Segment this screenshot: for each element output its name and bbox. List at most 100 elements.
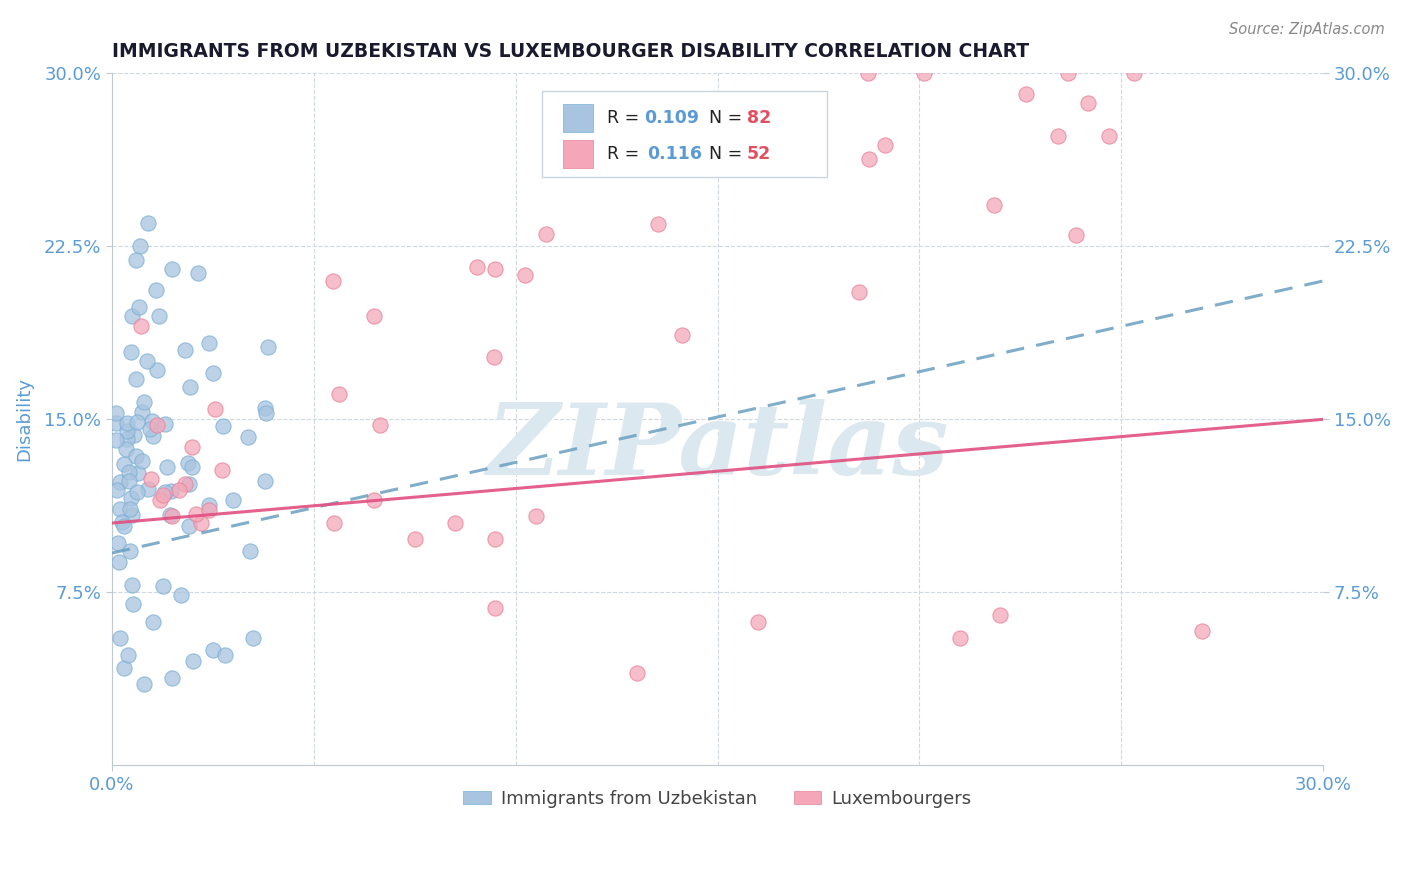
Y-axis label: Disability: Disability — [15, 377, 32, 461]
Point — [148, 310, 170, 324]
Point — [214, 648, 236, 662]
Point — [1015, 87, 1038, 102]
Point — [162, 262, 184, 277]
Point — [204, 402, 226, 417]
Point — [131, 319, 153, 334]
Point — [112, 457, 135, 471]
Point — [671, 328, 693, 343]
Point — [104, 433, 127, 447]
Point — [107, 535, 129, 549]
Point — [121, 508, 143, 522]
Point — [222, 492, 245, 507]
Point — [1191, 624, 1213, 639]
Point — [135, 354, 157, 368]
Point — [170, 587, 193, 601]
Point — [848, 285, 870, 300]
Point — [626, 665, 648, 680]
Point — [536, 227, 558, 241]
Point — [115, 417, 138, 431]
Point — [152, 579, 174, 593]
Point — [121, 597, 143, 611]
Legend: Immigrants from Uzbekistan, Luxembourgers: Immigrants from Uzbekistan, Luxembourger… — [456, 782, 979, 815]
Text: N =: N = — [699, 109, 748, 127]
Point — [141, 414, 163, 428]
Point — [524, 509, 547, 524]
Point — [257, 340, 280, 354]
FancyBboxPatch shape — [541, 91, 827, 178]
Point — [156, 460, 179, 475]
Point — [179, 380, 201, 394]
Point — [153, 485, 176, 500]
Point — [484, 533, 506, 547]
Point — [167, 483, 190, 498]
Point — [1057, 66, 1080, 80]
Point — [127, 484, 149, 499]
Point — [149, 493, 172, 508]
Point — [198, 503, 221, 517]
Point — [142, 615, 165, 630]
Point — [112, 661, 135, 675]
Point — [131, 405, 153, 419]
Point — [1077, 95, 1099, 110]
Text: IMMIGRANTS FROM UZBEKISTAN VS LUXEMBOURGER DISABILITY CORRELATION CHART: IMMIGRANTS FROM UZBEKISTAN VS LUXEMBOURG… — [112, 42, 1029, 61]
Point — [115, 424, 138, 438]
Point — [136, 483, 159, 497]
Text: 52: 52 — [747, 145, 770, 163]
Point — [162, 509, 184, 524]
Point — [115, 433, 138, 447]
Point — [198, 498, 221, 512]
Point — [173, 343, 195, 358]
Point — [983, 198, 1005, 212]
Point — [121, 309, 143, 323]
FancyBboxPatch shape — [562, 104, 593, 132]
Point — [136, 216, 159, 230]
Text: 0.116: 0.116 — [647, 145, 703, 163]
Point — [108, 555, 131, 569]
Point — [145, 283, 167, 297]
Point — [139, 422, 162, 436]
Point — [181, 440, 204, 454]
Point — [211, 463, 233, 477]
Point — [858, 152, 880, 166]
Text: 82: 82 — [747, 109, 770, 127]
Point — [181, 655, 204, 669]
Point — [368, 418, 391, 433]
Point — [1046, 129, 1069, 144]
Point — [323, 516, 346, 530]
Point — [484, 601, 506, 615]
Point — [125, 372, 148, 386]
Point — [197, 336, 219, 351]
Point — [179, 477, 201, 491]
Point — [912, 66, 935, 80]
Point — [127, 467, 149, 481]
Point — [125, 449, 148, 463]
Text: 0.109: 0.109 — [644, 109, 699, 127]
Point — [201, 366, 224, 380]
Point — [177, 456, 200, 470]
Text: Source: ZipAtlas.com: Source: ZipAtlas.com — [1229, 22, 1385, 37]
Point — [153, 417, 176, 431]
Point — [444, 516, 467, 530]
Point — [112, 519, 135, 533]
Point — [125, 252, 148, 267]
Point — [190, 516, 212, 530]
Point — [118, 465, 141, 479]
Point — [118, 502, 141, 516]
Point — [118, 544, 141, 558]
Point — [159, 508, 181, 522]
Point — [186, 508, 208, 522]
Point — [1122, 66, 1144, 80]
Point — [104, 417, 127, 431]
Point — [134, 677, 156, 691]
Point — [142, 429, 165, 443]
Point — [254, 401, 277, 415]
Point — [128, 300, 150, 314]
Point — [145, 363, 167, 377]
Point — [404, 533, 426, 547]
Point — [118, 474, 141, 488]
Point — [131, 454, 153, 468]
Point — [988, 608, 1011, 623]
Point — [134, 395, 156, 409]
Text: ZIPatlas: ZIPatlas — [486, 399, 949, 495]
Point — [242, 632, 264, 646]
